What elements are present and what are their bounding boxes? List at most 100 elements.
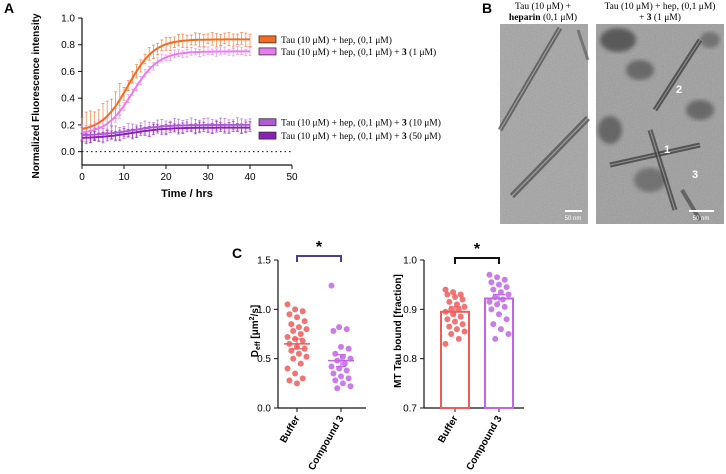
c-right-point: [499, 296, 506, 303]
a-legend-swatch-4: [258, 131, 277, 140]
panel-c-bar-chart: 0.7 0.8 0.9 1.0 Buffer Compound 3 * MT Tau bo…: [393, 241, 524, 472]
fibril-label-3: 3: [692, 169, 698, 181]
panel-c-scatter-chart: 0.0 0.5 1.0 1.5 Buffer Compound 3 * Deff [μm2…: [249, 239, 366, 472]
c-left-point: [288, 321, 295, 328]
a-series-line-3: [81, 123, 250, 137]
c-left-point: [330, 328, 337, 335]
c-right-point: [497, 289, 504, 296]
a-y-tick-label: 0.2: [61, 120, 75, 131]
c-left-significance-star: *: [316, 239, 323, 256]
c-left-point: [301, 318, 308, 325]
c-right-point: [486, 298, 493, 305]
a-legend-label-4: Tau (10 μM) + hep, (0,1 μM) + 3 (50 μM): [281, 131, 441, 142]
c-left-point: [292, 370, 299, 377]
a-x-tick-label: 20: [160, 172, 172, 183]
c-left-point: [347, 383, 354, 390]
c-left-point: [294, 314, 300, 321]
c-left-point: [332, 350, 339, 357]
c-left-point: [345, 345, 352, 352]
a-series-line-1: [81, 38, 250, 130]
c-right-point: [457, 291, 464, 298]
c-left-point: [301, 345, 308, 352]
c-right-point: [490, 321, 497, 328]
c-left-point: [294, 380, 300, 387]
c-right-point: [494, 274, 501, 281]
c-right-point: [497, 326, 504, 333]
micrograph-right-caption-line1: Tau (10 μM) + hep, (0,1 μM): [605, 1, 716, 12]
c-right-point: [459, 296, 466, 303]
c-left-y-tick-label: 1.0: [257, 305, 271, 316]
micrograph-right: 1 2 3 50 nm: [596, 24, 724, 224]
c-right-point: [461, 328, 468, 335]
c-right-point: [501, 303, 508, 310]
c-right-point: [501, 276, 508, 283]
c-left-point: [295, 324, 302, 331]
a-y-tick-label: 0.0: [61, 147, 75, 158]
c-left-point: [292, 306, 299, 313]
a-legend-swatch-1: [258, 35, 277, 44]
a-legend-label-2: Tau (10 μM) + hep, (0,1 μM) + 3 (1 μM): [281, 47, 436, 58]
c-left-point: [299, 375, 306, 382]
c-right-point: [442, 286, 449, 293]
c-right-point: [488, 306, 495, 313]
a-y-tick-label: 0.6: [61, 67, 75, 78]
c-left-point: [303, 353, 310, 360]
c-right-point: [442, 308, 449, 315]
c-right-point: [453, 326, 460, 333]
c-right-point: [448, 331, 455, 337]
a-legend-label-3: Tau (10 μM) + hep, (0,1 μM) + 3 (10 μM): [281, 118, 441, 129]
c-left-y-tick-label: 1.5: [257, 256, 271, 267]
c-right-bar-1: [440, 310, 470, 409]
c-right-point: [450, 289, 457, 296]
c-left-point: [332, 377, 339, 384]
micrograph-left: 50 nm: [497, 24, 591, 224]
c-right-y-tick-label: 0.8: [403, 354, 417, 365]
a-x-axis-label: Time / hrs: [161, 188, 213, 200]
c-right-point: [459, 321, 466, 328]
c-right-point: [444, 316, 451, 323]
c-right-point: [505, 331, 512, 337]
c-right-point: [455, 306, 462, 313]
c-right-significance-bracket: [454, 257, 500, 264]
c-left-point: [336, 324, 343, 331]
a-y-tick-label: 0.8: [61, 40, 75, 51]
c-right-point: [496, 281, 502, 288]
a-x-tick-label: 30: [202, 172, 214, 183]
micrograph-right-caption-line2: + 3 (1 μM): [639, 12, 681, 23]
c-left-point: [295, 350, 302, 357]
c-right-point: [444, 291, 451, 298]
c-right-y-tick-label: 0.7: [403, 404, 417, 415]
c-left-x-tick-label: Buffer: [278, 414, 302, 445]
c-right-significance-star: *: [474, 241, 481, 258]
c-right-x-tick-label: Compound 3: [465, 414, 505, 473]
a-series-line-2: [81, 50, 250, 134]
c-left-point: [330, 370, 337, 377]
c-left-point: [303, 326, 310, 333]
c-right-point: [496, 311, 502, 318]
panel-letter-a: A: [4, 0, 14, 16]
fibril-label-1: 1: [664, 144, 670, 156]
a-x-tick-label: 40: [244, 172, 256, 183]
c-left-point: [328, 363, 335, 370]
c-left-significance-bracket: [296, 255, 342, 262]
c-right-point: [453, 301, 460, 308]
fibril-label-2: 2: [676, 84, 682, 96]
a-y-tick-label: 1.0: [61, 14, 75, 25]
c-right-point: [457, 313, 464, 320]
c-left-point: [284, 365, 291, 372]
a-y-tick-label: 0.4: [61, 94, 75, 105]
panel-letter-c: C: [232, 245, 242, 261]
c-right-point: [490, 286, 497, 293]
a-legend-swatch-3: [258, 118, 277, 127]
c-left-point: [290, 328, 297, 335]
c-right-point: [461, 303, 468, 310]
c-left-point: [297, 331, 304, 337]
micrograph-left-caption-line1: Tau (10 μM) +: [515, 1, 571, 12]
c-right-y-axis-label: MT Tau bound [fraction]: [393, 274, 404, 388]
panel-a-line-chart: 0.0 0.2 0.4 0.6 0.8 1.0 0 10 20 30 40 50 Tau (10 μM…: [31, 13, 441, 200]
c-left-point: [299, 308, 306, 315]
c-right-point: [486, 271, 493, 278]
c-left-point: [343, 367, 350, 374]
c-right-point: [492, 335, 499, 342]
